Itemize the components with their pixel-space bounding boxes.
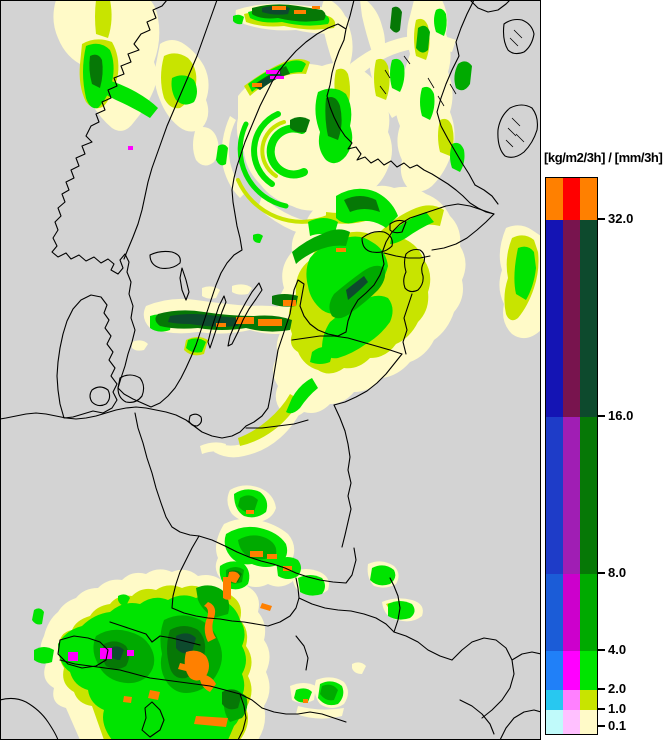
legend-band xyxy=(546,651,597,690)
legend-band-color xyxy=(546,178,563,220)
legend-tick-label: 32.0 xyxy=(608,211,634,226)
legend-band xyxy=(546,710,597,734)
switzerland-border xyxy=(57,635,109,669)
legend-tick xyxy=(597,572,605,574)
estonia-latvia-border xyxy=(383,252,431,259)
legend-tick-label: 4.0 xyxy=(608,642,627,657)
legend-tick xyxy=(597,688,605,690)
liguria-coastline xyxy=(0,697,59,740)
legend-band-color xyxy=(580,178,597,220)
romania-north-border xyxy=(393,631,453,661)
legend-band-color xyxy=(546,651,563,690)
poland-belarus-border xyxy=(333,404,352,548)
gotland-island xyxy=(227,282,263,347)
lithuania-belarus-border xyxy=(333,353,403,406)
kaliningrad-border xyxy=(245,419,309,429)
legend-band-color xyxy=(563,710,580,734)
funen-island xyxy=(89,386,111,407)
czech-north-border xyxy=(198,535,357,584)
legend-tick xyxy=(597,415,605,417)
legend-band-color xyxy=(563,651,580,690)
legend-band xyxy=(546,574,597,651)
germany-poland-border xyxy=(134,412,200,537)
legend-band-color xyxy=(580,651,597,690)
st-petersburg-coast xyxy=(474,184,499,205)
hungary-croatia-border xyxy=(261,707,347,723)
legend-tick-label: 16.0 xyxy=(608,408,634,423)
legend-tick xyxy=(597,725,605,727)
baltic-south-coastline xyxy=(0,203,495,439)
legend-band xyxy=(546,178,597,220)
legend-band-color xyxy=(563,690,580,710)
germany-austria-border xyxy=(109,621,201,646)
legend-band-color xyxy=(580,220,597,417)
legend-band-color xyxy=(546,710,563,734)
legend-colorbar xyxy=(545,177,598,735)
bornholm-island xyxy=(188,413,203,427)
lake-ladoga xyxy=(497,104,538,158)
zealand-island xyxy=(117,374,145,403)
legend-band xyxy=(546,220,597,417)
estonia-russia-border xyxy=(431,213,495,251)
legend-band-color xyxy=(546,417,563,574)
legend-tick-label: 0.1 xyxy=(608,718,627,733)
legend-tick-label: 1.0 xyxy=(608,701,627,716)
jutland-coastline xyxy=(56,294,118,419)
legend-band xyxy=(546,690,597,710)
precip-mixed-cells xyxy=(68,70,284,661)
finland-russia-border xyxy=(436,0,476,186)
precipitation-map xyxy=(0,0,541,740)
scandinavia-coastline xyxy=(51,0,495,408)
moldova-border xyxy=(451,637,515,719)
legend-band xyxy=(546,417,597,574)
legend-band-color xyxy=(580,574,597,651)
legend-band-color xyxy=(546,574,563,651)
dniester-border xyxy=(459,699,495,735)
ukraine-border-east xyxy=(511,651,541,661)
norway-sweden-border xyxy=(123,0,218,260)
legend-band-color xyxy=(563,574,580,651)
legend-band-color xyxy=(563,417,580,574)
legend-band-color xyxy=(563,220,580,417)
legend-tick xyxy=(597,649,605,651)
precip-intense-cells xyxy=(123,6,346,727)
austria-hungary-border xyxy=(295,635,309,671)
lake-onega xyxy=(502,18,535,55)
black-sea-coast xyxy=(499,709,541,740)
legend-band-color xyxy=(580,690,597,710)
latvia-russia-border xyxy=(402,293,413,355)
lake-vattern xyxy=(179,267,190,301)
legend-band-color xyxy=(563,178,580,220)
finnish-lakes xyxy=(379,55,457,107)
lake-peipus xyxy=(403,248,426,293)
legend-tick xyxy=(597,218,605,220)
lake-vanern xyxy=(149,250,181,269)
hiiumaa-island xyxy=(389,219,407,234)
legend-band-color xyxy=(580,710,597,734)
coastlines-and-borders xyxy=(0,0,541,740)
oland-island xyxy=(207,295,227,349)
white-sea-coast xyxy=(469,0,511,13)
latvia-lithuania-border xyxy=(291,335,403,355)
legend-tick-label: 8.0 xyxy=(608,565,627,580)
legend-tick xyxy=(597,708,605,710)
legend-band-color xyxy=(546,220,563,417)
saaremaa-island xyxy=(361,231,393,253)
czech-west-border xyxy=(171,535,200,609)
legend-band-color xyxy=(580,417,597,574)
slovakia-ukraine-border xyxy=(389,577,401,633)
legend-tick-label: 2.0 xyxy=(608,681,627,696)
slovakia-hungary-border xyxy=(298,597,395,633)
sweden-finland-border xyxy=(345,0,355,30)
istria-peninsula xyxy=(141,701,165,738)
slovenia-croatia-border xyxy=(237,693,247,740)
legend-title: [kg/m2/3h] / [mm/3h] xyxy=(544,150,663,165)
czech-austria-border xyxy=(171,577,300,627)
legend-band-color xyxy=(546,690,563,710)
